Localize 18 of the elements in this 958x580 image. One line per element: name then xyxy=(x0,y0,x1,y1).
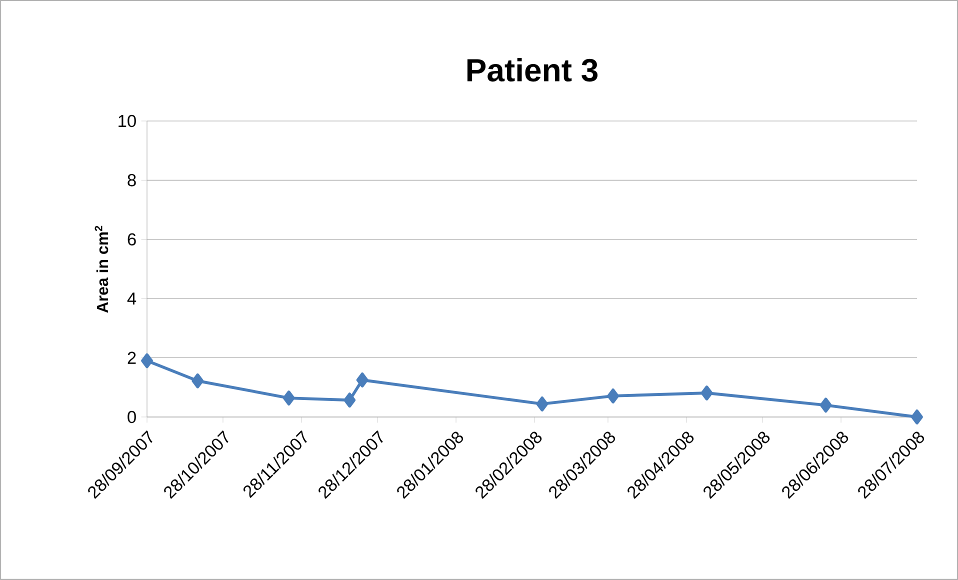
point xyxy=(356,372,368,388)
point xyxy=(344,392,356,408)
y-axis-title: Area in cm$^{2}$ xyxy=(94,226,108,313)
point xyxy=(820,398,832,413)
y-tick-label: 2 xyxy=(128,352,136,364)
point xyxy=(911,410,923,424)
y-tick-label: 4 xyxy=(127,292,136,305)
point xyxy=(536,396,548,412)
y-tick-label: 8 xyxy=(128,174,136,186)
y-tick-label: 0 xyxy=(128,410,136,424)
point xyxy=(607,388,620,404)
point xyxy=(700,386,713,400)
point xyxy=(192,373,204,388)
point xyxy=(141,353,153,368)
y-tick-label: 6 xyxy=(128,233,136,246)
y-tick-label: 10 xyxy=(118,114,136,128)
point xyxy=(282,390,295,406)
chart-title: Patient 3 xyxy=(467,58,598,82)
